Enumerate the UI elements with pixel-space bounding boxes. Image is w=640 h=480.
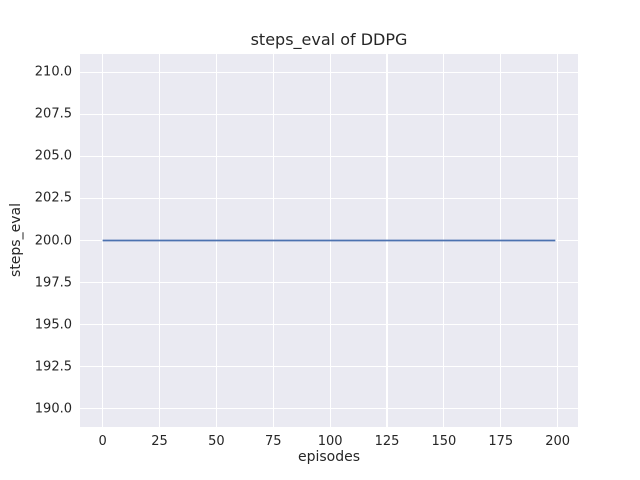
- x-tick-label: 25: [151, 434, 168, 449]
- y-gridline: [80, 155, 578, 158]
- y-gridline: [80, 323, 578, 326]
- y-gridline: [80, 365, 578, 368]
- y-axis-label: steps_eval: [8, 203, 24, 277]
- y-gridline: [80, 407, 578, 410]
- y-gridline: [80, 197, 578, 200]
- x-gridline: [102, 54, 104, 427]
- y-tick-label: 190.0: [34, 401, 72, 417]
- x-axis-label: episodes: [297, 449, 361, 465]
- x-tick-label: 150: [431, 434, 457, 449]
- y-gridline: [80, 71, 578, 74]
- chart-title: steps_eval of DDPG: [250, 30, 408, 49]
- x-tick-label: 200: [545, 434, 571, 449]
- y-gridline: [80, 281, 578, 284]
- x-tick-label: 175: [488, 434, 514, 449]
- y-tick-label: 192.5: [34, 359, 72, 374]
- y-tick-label: 205.0: [34, 148, 72, 164]
- x-gridline: [557, 54, 559, 427]
- x-tick-label: 0: [98, 434, 107, 449]
- y-tick-label: 197.5: [34, 275, 72, 290]
- y-tick-label: 210.0: [34, 64, 72, 80]
- x-tick-label: 125: [374, 434, 400, 449]
- y-tick-label: 195.0: [34, 317, 72, 332]
- x-tick-label: 50: [208, 434, 225, 449]
- y-gridline: [80, 113, 578, 116]
- y-tick-label: 200.0: [34, 233, 72, 248]
- y-tick-label: 207.5: [34, 106, 72, 122]
- x-tick-label: 75: [264, 434, 282, 449]
- y-tick-label: 202.5: [34, 190, 72, 206]
- x-tick-label: 100: [317, 434, 343, 449]
- plot-area: 190.0 192.5 195.0 197.5 200.0 202.5 205.0 207.5…: [35, 54, 578, 449]
- series-layer: [102, 239, 556, 242]
